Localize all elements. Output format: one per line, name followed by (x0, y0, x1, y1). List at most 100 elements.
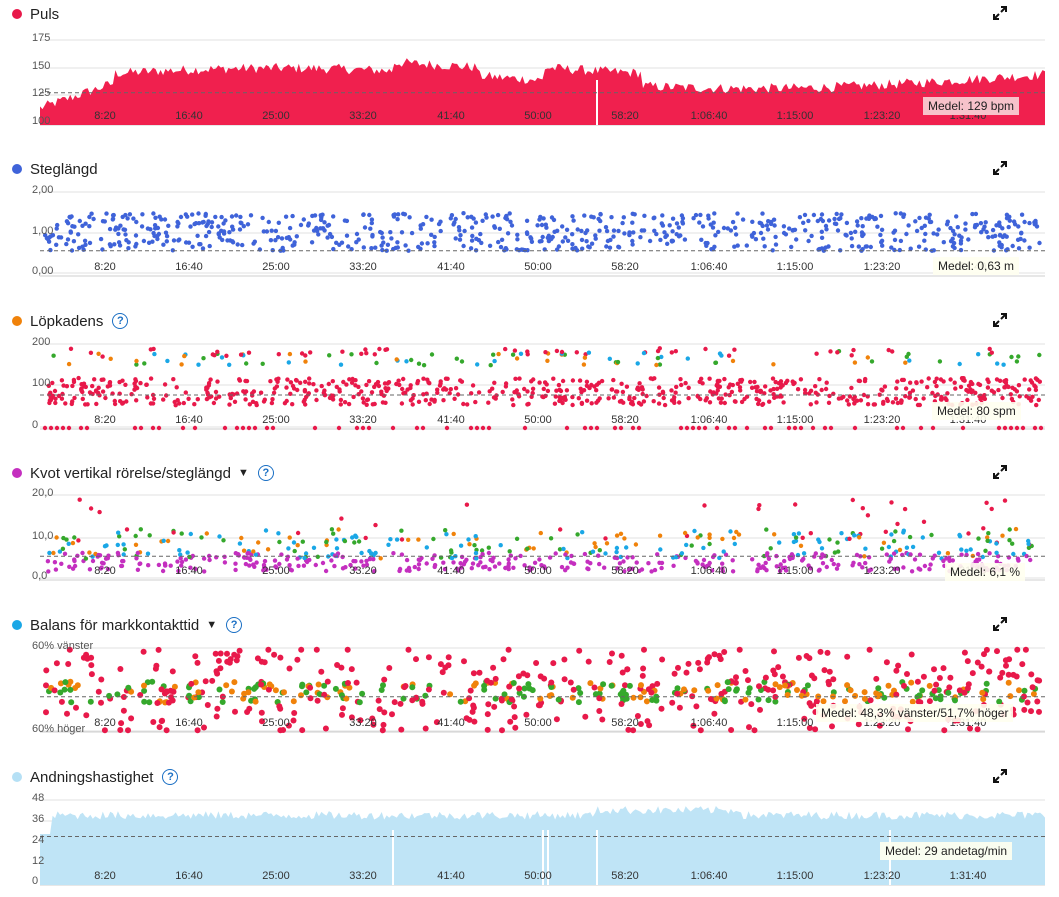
data-point (484, 215, 489, 220)
data-point (659, 656, 666, 663)
data-point (799, 558, 805, 563)
data-point (981, 651, 987, 658)
data-point (943, 689, 950, 695)
help-icon[interactable]: ? (257, 465, 274, 481)
data-point (801, 220, 806, 225)
data-point (570, 246, 575, 251)
data-point (498, 543, 503, 548)
data-point (821, 246, 826, 251)
data-point (882, 384, 888, 389)
expand-icon[interactable] (993, 465, 1007, 479)
average-label: Medel: 129 bpm (923, 97, 1020, 115)
data-point (60, 425, 66, 431)
data-point (914, 380, 919, 386)
data-point (67, 678, 74, 685)
data-point (329, 527, 335, 532)
data-point (652, 376, 657, 381)
data-point (650, 376, 655, 382)
data-point (582, 355, 588, 360)
data-point (506, 561, 511, 566)
data-point (88, 654, 95, 661)
data-point (779, 394, 784, 399)
data-point (360, 396, 366, 401)
data-point (861, 689, 868, 696)
data-point (543, 350, 548, 355)
expand-icon[interactable] (993, 6, 1007, 20)
data-point (1000, 226, 1005, 231)
data-point (48, 234, 53, 239)
data-point (994, 377, 1000, 382)
data-point (1002, 563, 1007, 569)
expand-icon[interactable] (993, 617, 1007, 631)
data-point (861, 392, 867, 398)
data-point (986, 531, 991, 536)
data-point (980, 696, 987, 703)
help-icon[interactable]: ? (162, 769, 179, 785)
data-point (1015, 237, 1021, 242)
data-point (540, 394, 545, 399)
panel-title: Kvot vertikal rörelse/steglängd (30, 464, 231, 482)
data-point (369, 551, 374, 556)
data-point (302, 397, 307, 402)
data-point (361, 212, 366, 217)
expand-icon[interactable] (993, 769, 1007, 783)
data-point (142, 361, 147, 366)
data-point (571, 561, 576, 566)
data-point (545, 235, 550, 240)
help-icon[interactable]: ? (112, 313, 129, 329)
data-point (698, 212, 703, 218)
data-point (499, 727, 505, 734)
help-icon[interactable]: ? (226, 617, 243, 633)
data-point (860, 224, 865, 229)
data-point (539, 238, 544, 244)
data-point (570, 402, 575, 408)
data-point (1000, 533, 1005, 538)
data-point (484, 711, 491, 718)
data-point (65, 237, 71, 242)
data-point (424, 391, 429, 396)
data-point (237, 227, 243, 232)
data-point (80, 223, 85, 228)
data-point (384, 347, 390, 352)
data-point (559, 564, 565, 570)
data-point (578, 386, 583, 391)
caret-down-icon[interactable]: ▼ (237, 467, 249, 479)
data-point (649, 569, 654, 574)
data-point (790, 555, 795, 561)
data-point (981, 565, 986, 570)
data-point (356, 384, 361, 390)
data-point (419, 555, 424, 561)
data-point (1033, 384, 1038, 390)
data-point (695, 561, 700, 566)
data-point (718, 400, 724, 405)
data-point (842, 698, 848, 705)
data-point (144, 382, 149, 387)
data-point (413, 694, 420, 701)
expand-icon[interactable] (993, 161, 1007, 175)
data-point (264, 567, 269, 572)
data-point (316, 232, 321, 237)
data-point (1003, 380, 1009, 385)
data-point (163, 230, 169, 235)
caret-down-icon[interactable]: ▼ (206, 619, 218, 631)
data-point (823, 223, 829, 229)
data-point (292, 242, 297, 247)
data-point (1005, 671, 1012, 678)
data-point (983, 220, 988, 225)
data-point (286, 546, 291, 551)
data-point (548, 692, 555, 699)
data-point (269, 400, 275, 406)
data-point (371, 553, 376, 558)
data-point (937, 359, 943, 364)
data-point (71, 377, 77, 383)
data-point (76, 538, 81, 543)
data-point (206, 381, 212, 386)
data-point (80, 654, 87, 661)
data-point (448, 548, 454, 553)
data-point (206, 383, 211, 388)
data-point (411, 393, 416, 398)
data-point (625, 726, 632, 733)
data-point (876, 711, 883, 718)
expand-icon[interactable] (993, 313, 1007, 327)
data-point (453, 554, 458, 559)
